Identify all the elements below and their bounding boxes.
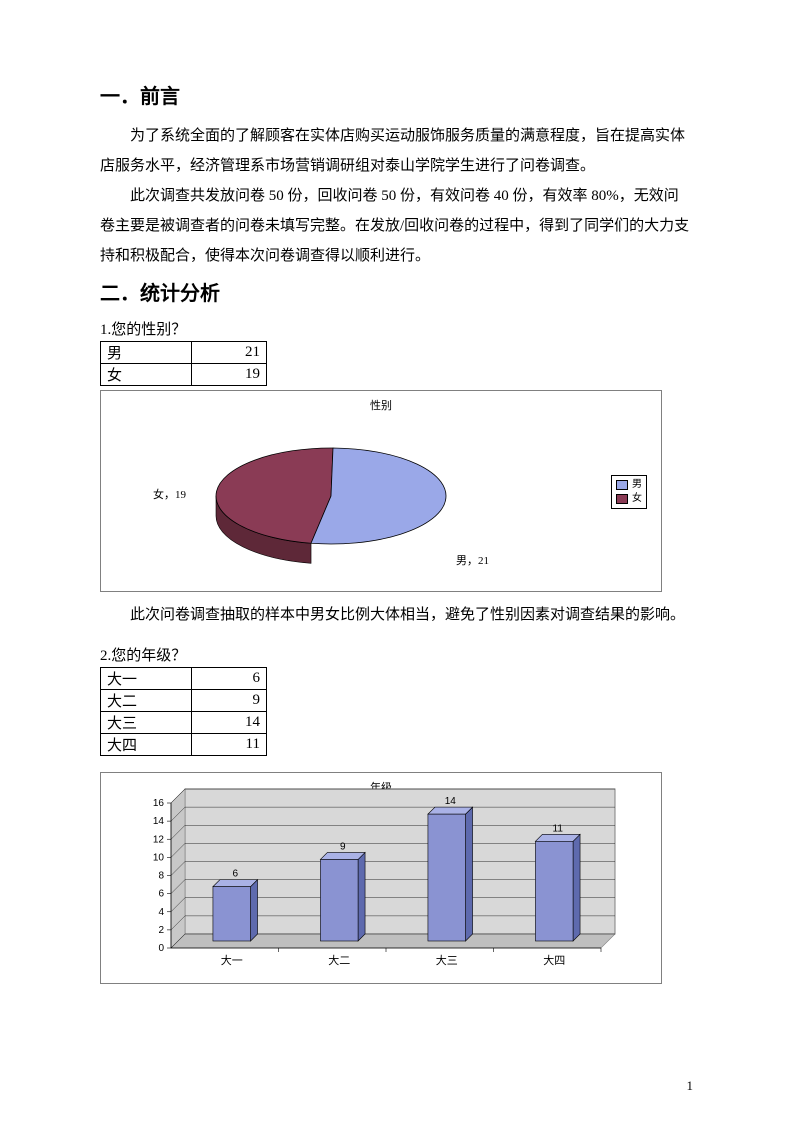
svg-text:10: 10 xyxy=(153,852,165,863)
table-row: 大二 9 xyxy=(101,690,267,712)
q2-label: 2.您的年级？ xyxy=(100,644,693,665)
table-row: 大三 14 xyxy=(101,712,267,734)
document-page: 一．前言 为了系统全面的了解顾客在实体店购买运动服饰服务质量的满意程度，旨在提高… xyxy=(0,0,793,1122)
svg-text:大一: 大一 xyxy=(221,953,243,967)
svg-text:性别: 性别 xyxy=(370,398,392,412)
svg-text:4: 4 xyxy=(158,907,164,918)
svg-text:2: 2 xyxy=(158,925,164,936)
section1-para1: 为了系统全面的了解顾客在实体店购买运动服饰服务质量的满意程度，旨在提高实体店服务… xyxy=(100,121,693,181)
cell-value: 19 xyxy=(192,364,267,386)
legend-item: 男 xyxy=(616,478,642,492)
cell-value: 11 xyxy=(192,734,267,756)
q1-analysis: 此次问卷调查抽取的样本中男女比例大体相当，避免了性别因素对调查结果的影响。 xyxy=(100,600,693,630)
svg-text:16: 16 xyxy=(153,798,165,809)
page-number: 1 xyxy=(687,1078,694,1094)
section1-para2: 此次调查共发放问卷 50 份，回收问卷 50 份，有效问卷 40 份，有效率 8… xyxy=(100,181,693,271)
legend-item: 女 xyxy=(616,492,642,506)
cell-value: 9 xyxy=(192,690,267,712)
cell-label: 男 xyxy=(101,342,192,364)
legend-label: 女 xyxy=(632,492,642,506)
svg-text:14: 14 xyxy=(445,796,457,807)
bar-svg: 年级02468101214166大一9大二14大三11大四 xyxy=(101,773,661,983)
svg-text:6: 6 xyxy=(158,889,164,900)
table-row: 大四 11 xyxy=(101,734,267,756)
svg-text:8: 8 xyxy=(158,871,164,882)
q1-pie-chart: 性别女，19 男，21 男女 xyxy=(100,390,662,592)
cell-value: 21 xyxy=(192,342,267,364)
svg-text:11: 11 xyxy=(553,823,564,834)
cell-value: 14 xyxy=(192,712,267,734)
section1-heading: 一．前言 xyxy=(100,80,693,109)
table-row: 大一 6 xyxy=(101,668,267,690)
table-row: 女 19 xyxy=(101,364,267,386)
cell-label: 大四 xyxy=(101,734,192,756)
legend-swatch xyxy=(616,494,628,504)
section2-heading: 二．统计分析 xyxy=(100,277,693,306)
svg-text:大三: 大三 xyxy=(436,953,458,967)
cell-label: 大一 xyxy=(101,668,192,690)
svg-text:9: 9 xyxy=(340,841,346,852)
q1-table: 男 21 女 19 xyxy=(100,341,267,386)
q1-label: 1.您的性别？ xyxy=(100,318,693,339)
cell-value: 6 xyxy=(192,668,267,690)
q2-table: 大一 6 大二 9 大三 14 大四 11 xyxy=(100,667,267,756)
svg-text:大四: 大四 xyxy=(543,953,565,967)
q2-bar-chart: 年级02468101214166大一9大二14大三11大四 xyxy=(100,772,662,984)
svg-text:大二: 大二 xyxy=(328,953,350,967)
svg-text:6: 6 xyxy=(232,869,238,880)
svg-text:14: 14 xyxy=(153,816,165,827)
cell-label: 大三 xyxy=(101,712,192,734)
pie-legend: 男女 xyxy=(611,475,647,509)
cell-label: 女 xyxy=(101,364,192,386)
cell-label: 大二 xyxy=(101,690,192,712)
svg-text:12: 12 xyxy=(153,834,165,845)
svg-text:0: 0 xyxy=(158,943,164,954)
legend-label: 男 xyxy=(632,478,642,492)
pie-svg: 性别女，19 男，21 xyxy=(101,391,661,591)
table-row: 男 21 xyxy=(101,342,267,364)
svg-text:女，19: 女，19 xyxy=(153,487,186,501)
svg-text:男，21: 男，21 xyxy=(456,555,489,567)
legend-swatch xyxy=(616,480,628,490)
